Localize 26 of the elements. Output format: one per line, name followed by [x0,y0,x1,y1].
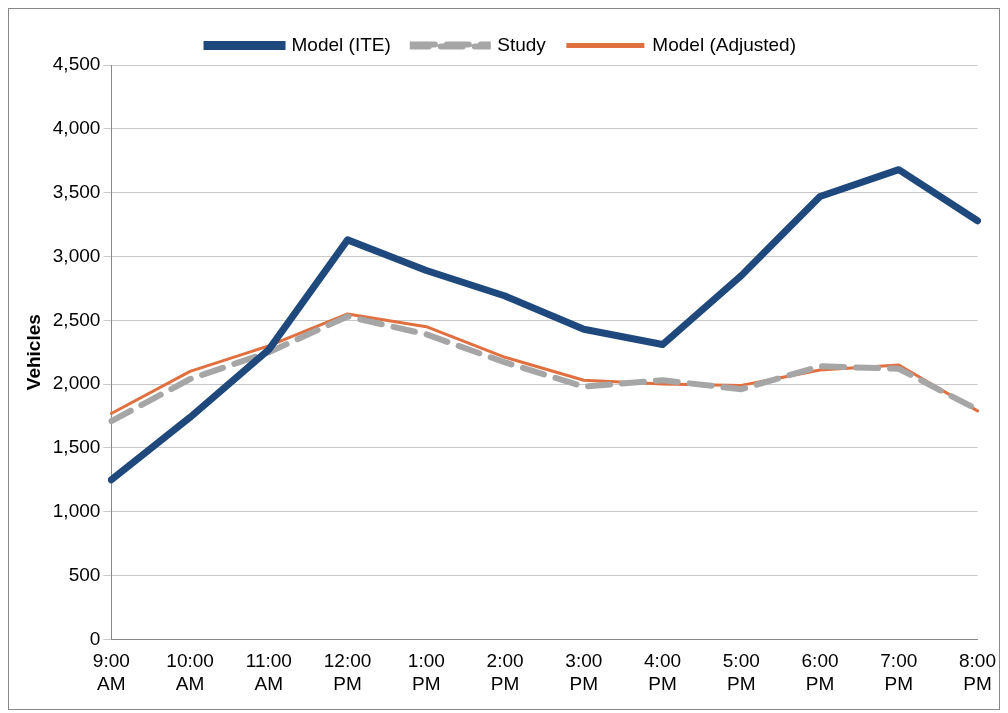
y-tick-label: 4,000 [52,117,101,139]
y-tick-label: 1,500 [52,436,101,458]
y-tick-label: 1,000 [52,499,101,521]
x-tick-label: 2:00 PM [486,650,524,694]
y-tick-label: 2,000 [52,372,101,394]
y-tick-label: 0 [89,627,101,649]
x-tick-label: 3:00 PM [565,650,603,694]
y-tick-label: 4,500 [52,53,101,75]
x-tick-label: 12:00 PM [323,650,372,694]
x-tick-label: 9:00 AM [92,650,130,694]
y-tick-label: 3,500 [52,180,101,202]
x-tick-label: 6:00 PM [801,650,839,694]
x-tick-label: 8:00 PM [959,650,996,694]
y-tick-label: 500 [68,563,101,585]
legend-label: Model (ITE) [291,33,391,55]
y-axis-title: Vehicles [22,314,44,391]
legend-label: Model (Adjusted) [652,33,796,55]
y-tick-label: 2,500 [52,308,101,330]
x-tick-label: 7:00 PM [880,650,918,694]
y-tick-label: 3,000 [52,244,101,266]
legend-label: Study [497,33,547,55]
x-tick-label: 1:00 PM [407,650,445,694]
x-tick-label: 11:00 AM [245,650,292,694]
x-tick-label: 5:00 PM [722,650,760,694]
x-tick-label: 4:00 PM [644,650,682,694]
x-tick-label: 10:00 AM [166,650,214,694]
